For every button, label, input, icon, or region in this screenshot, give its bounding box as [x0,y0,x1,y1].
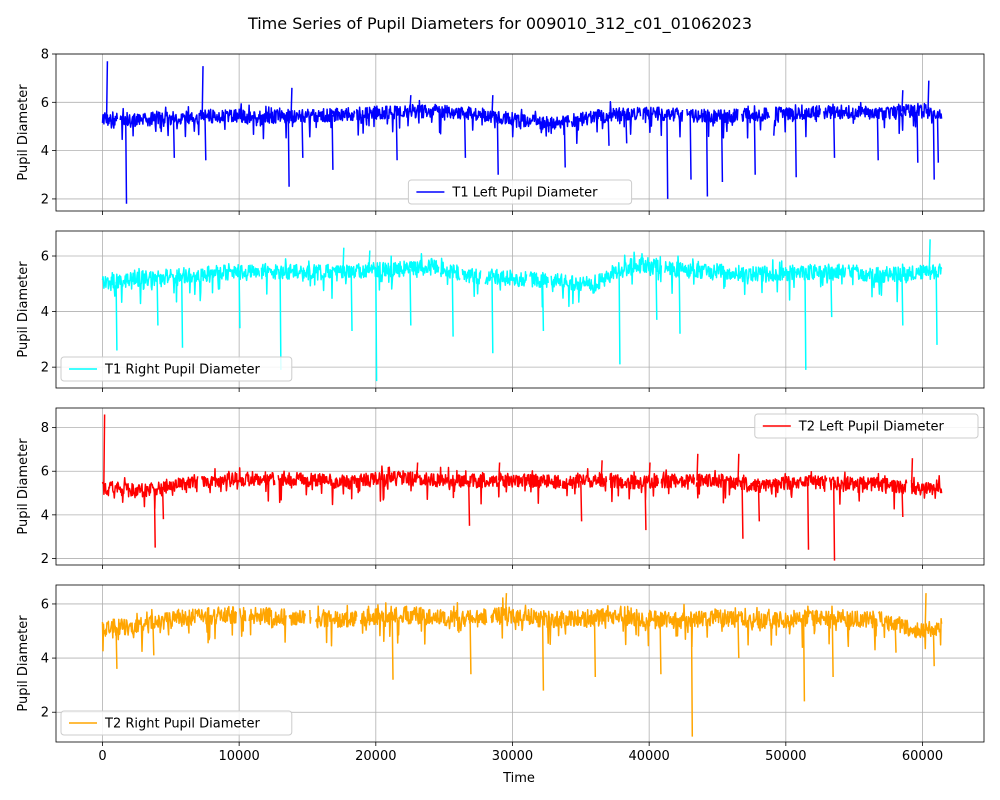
axes-frame [55,407,985,566]
x-tick-label: 0 [98,749,106,764]
y-tick-label: 6 [41,250,49,265]
axes-frame [55,584,985,743]
series-line [101,414,943,561]
legend: T2 Left Pupil Diameter [754,413,979,439]
y-tick-label: 6 [41,96,49,111]
x-tick-label: 60000 [902,749,943,764]
y-tick-label: 8 [41,421,49,436]
series-line [101,593,943,737]
panel-t2-left: 2 4 6 8 Pupil Diameter T2 Left Pupil Diameter [16,407,985,569]
x-tick-label: 50000 [765,749,806,764]
y-tick-label: 2 [41,361,49,376]
panel-t2-right: 0 10000 20000 30000 40000 50000 60000 2 4 6 Pupil … [16,584,985,764]
y-tick-label: 4 [41,508,49,523]
series-line [101,239,943,382]
series-line [101,61,943,204]
legend: T1 Left Pupil Diameter [407,179,633,205]
legend-box [60,356,293,382]
y-tick-label: 6 [41,597,49,612]
y-tick-label: 4 [41,305,49,320]
legend: T2 Right Pupil Diameter [60,710,293,736]
y-axis-label: Pupil Diameter [16,84,31,181]
y-axis-label: Pupil Diameter [16,261,31,358]
x-axis-label: Time [502,771,535,786]
legend-box [407,179,633,205]
legend-label: T1 Right Pupil Diameter [104,363,261,378]
y-tick-label: 8 [41,48,49,63]
y-tick-label: 4 [41,652,49,667]
grid-lines [56,408,984,565]
y-tick-label: 4 [41,144,49,159]
y-axis-label: Pupil Diameter [16,615,31,712]
x-tick-label: 10000 [218,749,259,764]
legend-label: T2 Right Pupil Diameter [104,717,261,732]
legend-label: T1 Left Pupil Diameter [451,186,598,201]
legend-box [754,413,979,439]
y-tick-label: 2 [41,192,49,207]
x-tick-label: 40000 [628,749,669,764]
chart-title: Time Series of Pupil Diameters for 00901… [247,14,752,34]
x-tick-label: 20000 [355,749,396,764]
x-tick-label: 30000 [492,749,533,764]
legend-label: T2 Left Pupil Diameter [798,420,945,435]
legend-box [60,710,293,736]
y-tick-label: 2 [41,552,49,567]
panel-t1-right: 2 4 6 Pupil Diameter T1 Right Pupil Diameter [16,230,985,392]
legend: T1 Right Pupil Diameter [60,356,293,382]
axes-frame [55,53,985,212]
y-axis-label: Pupil Diameter [16,438,31,535]
y-tick-label: 6 [41,465,49,480]
panel-t1-left: 2 4 6 8 Pupil Diameter T1 Left Pupil Diameter [16,48,985,215]
axes-frame [55,230,985,389]
y-tick-label: 2 [41,706,49,721]
